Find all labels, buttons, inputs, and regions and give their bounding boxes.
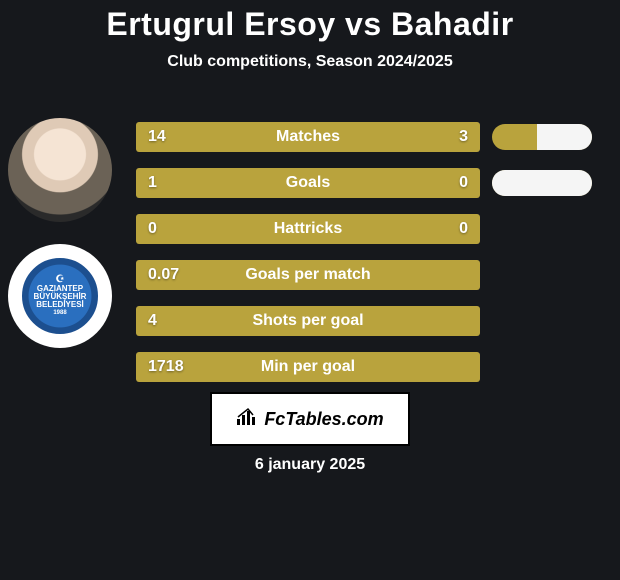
- stat-row: 4Shots per goal: [136, 306, 606, 336]
- stat-pill: [492, 170, 592, 196]
- stat-bar: 1Goals0: [136, 168, 480, 198]
- stat-label: Shots per goal: [136, 306, 480, 336]
- club-badge-line3: BELEDİYESİ: [36, 301, 84, 309]
- stat-right-value: 3: [459, 122, 468, 152]
- date-text: 6 january 2025: [0, 456, 620, 474]
- stat-row: 1718Min per goal: [136, 352, 606, 382]
- page-subtitle: Club competitions, Season 2024/2025: [0, 53, 620, 71]
- stat-label: Goals: [136, 168, 480, 198]
- club-badge: ☪ GAZIANTEP BÜYÜKŞEHİR BELEDİYESİ 1988: [8, 244, 112, 348]
- stats-table: 14Matches31Goals00Hattricks00.07Goals pe…: [136, 122, 606, 398]
- stat-row: 0.07Goals per match: [136, 260, 606, 290]
- avatar-column: ☪ GAZIANTEP BÜYÜKŞEHİR BELEDİYESİ 1988: [8, 118, 112, 370]
- stat-bar: 0.07Goals per match: [136, 260, 480, 290]
- brand-box[interactable]: FcTables.com: [210, 392, 410, 446]
- stat-bar: 4Shots per goal: [136, 306, 480, 336]
- brand-text: FcTables.com: [264, 409, 383, 430]
- stat-bar: 0Hattricks0: [136, 214, 480, 244]
- stat-row: 14Matches3: [136, 122, 606, 152]
- stat-bar: 1718Min per goal: [136, 352, 480, 382]
- stat-label: Min per goal: [136, 352, 480, 382]
- root: Ertugrul Ersoy vs Bahadir Club competiti…: [0, 0, 620, 580]
- stat-row: 1Goals0: [136, 168, 606, 198]
- club-badge-year: 1988: [53, 310, 66, 316]
- stat-label: Goals per match: [136, 260, 480, 290]
- club-badge-inner: ☪ GAZIANTEP BÜYÜKŞEHİR BELEDİYESİ 1988: [18, 254, 102, 338]
- stat-pill: [492, 124, 592, 150]
- stat-label: Hattricks: [136, 214, 480, 244]
- stat-pill-white: [492, 170, 592, 196]
- page-title: Ertugrul Ersoy vs Bahadir: [0, 6, 620, 43]
- stat-right-value: 0: [459, 214, 468, 244]
- stat-label: Matches: [136, 122, 480, 152]
- stat-bar: 14Matches3: [136, 122, 480, 152]
- chart-icon: [236, 407, 258, 431]
- stat-row: 0Hattricks0: [136, 214, 606, 244]
- player-avatar: [8, 118, 112, 222]
- stat-right-value: 0: [459, 168, 468, 198]
- stat-pill-white: [537, 124, 592, 150]
- crescent-star-icon: ☪: [56, 275, 65, 285]
